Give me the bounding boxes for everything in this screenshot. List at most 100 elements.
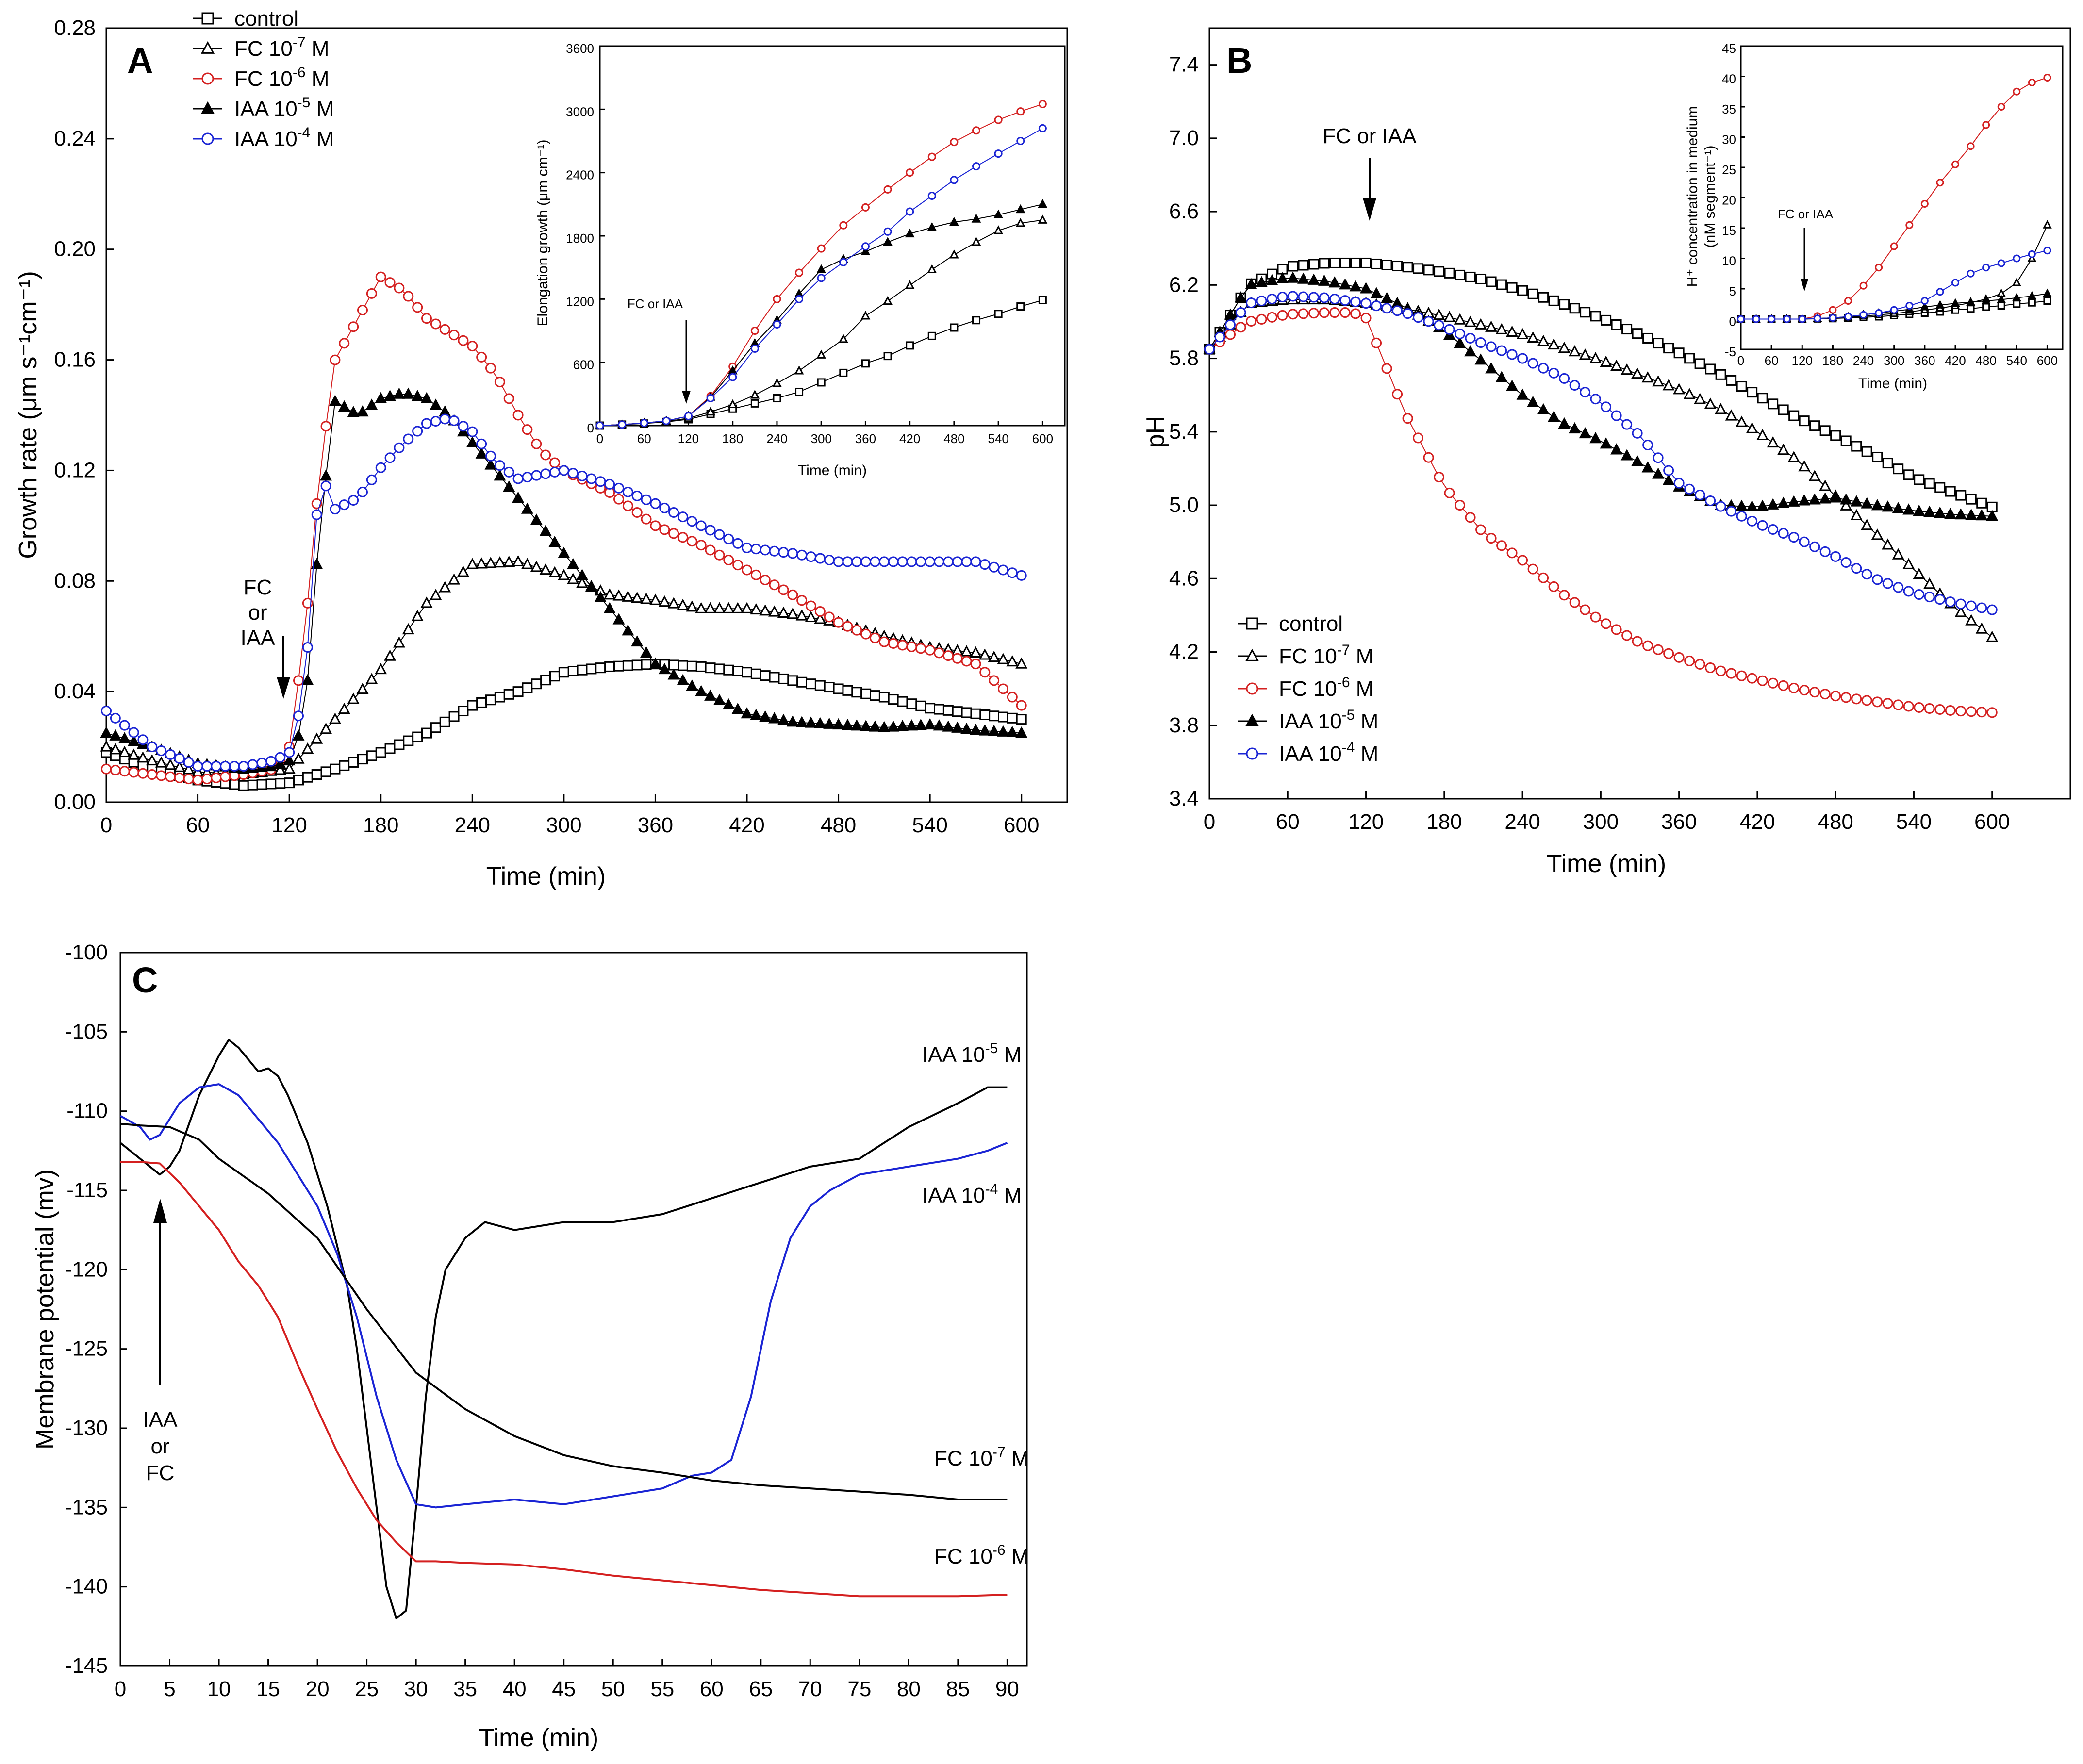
panel-a-point-iaa5 xyxy=(631,635,644,647)
panel-b-point-iaa4 xyxy=(1517,353,1528,364)
panel-b-point-control xyxy=(1319,258,1330,269)
panel-b-point-iaa4 xyxy=(1632,428,1643,439)
panel-a-point-iaa4 xyxy=(522,472,533,483)
panel-b-inset-y-tick-label: 10 xyxy=(1722,254,1736,268)
panel-a-point-iaa5 xyxy=(292,729,305,741)
panel-a-point-control xyxy=(357,754,368,765)
panel-b-point-iaa5 xyxy=(1736,499,1748,511)
panel-b-point-iaa5 xyxy=(1662,474,1675,485)
panel-b-point-iaa5 xyxy=(1934,506,1946,518)
panel-a-point-iaa4 xyxy=(201,760,213,772)
panel-b-point-iaa5 xyxy=(1882,500,1894,512)
panel-b-point-iaa5 xyxy=(1287,271,1299,283)
panel-b-point-fc7 xyxy=(1746,422,1758,433)
panel-a-point-iaa4 xyxy=(439,413,450,425)
panel-a-point-fc7 xyxy=(365,673,378,684)
panel-b-inset-point-iaa4 xyxy=(1783,315,1791,323)
panel-a-point-fc6 xyxy=(998,683,1008,694)
panel-a-point-control xyxy=(458,706,469,717)
panel-b-point-fc7 xyxy=(1756,429,1769,440)
panel-a-point-fc6 xyxy=(961,656,972,667)
panel-a-point-fc6 xyxy=(888,638,899,649)
panel-b-point-fc7 xyxy=(1965,614,1978,626)
panel-b-point-fc6 xyxy=(1986,707,1998,718)
panel-a-point-iaa5 xyxy=(786,715,799,727)
panel-c-y-ticks: -100 -105 -110 -115 -120 -125 -130 -135 -140 -145 xyxy=(65,940,127,1678)
panel-a-point-fc7 xyxy=(128,748,140,760)
panel-a-point-control xyxy=(989,710,1000,722)
panel-b-point-fc7 xyxy=(1986,630,1999,642)
panel-a-point-fc6 xyxy=(448,330,460,341)
panel-b-point-iaa4 xyxy=(1371,300,1382,312)
panel-b-point-iaa5 xyxy=(1986,510,1999,521)
panel-b-point-control xyxy=(1329,257,1340,268)
panel-a-point-fc7 xyxy=(146,754,158,766)
panel-b-point-iaa4 xyxy=(1653,452,1664,463)
panel-a-inset-point-fc7 xyxy=(727,399,738,409)
panel-b-point-control xyxy=(1642,332,1653,344)
panel-a-point-iaa4 xyxy=(888,556,899,567)
panel-a-point-iaa4 xyxy=(915,556,926,567)
panel-a-point-fc7 xyxy=(695,602,708,613)
panel-b-y-tick-label: 6.2 xyxy=(1169,273,1199,297)
panel-a-point-iaa5 xyxy=(118,732,131,743)
panel-a-series xyxy=(100,271,1028,791)
panel-a-point-fc7 xyxy=(603,588,616,600)
panel-a-point-fc6 xyxy=(970,659,981,670)
panel-a-point-fc7 xyxy=(750,603,762,615)
panel-a-x-tick-label: 240 xyxy=(455,813,490,837)
panel-b-point-fc7 xyxy=(1548,338,1560,350)
panel-b-point-fc6 xyxy=(1350,308,1361,319)
panel-b-x-tick-label: 60 xyxy=(1276,810,1300,834)
panel-b-point-iaa4 xyxy=(1893,582,1904,593)
panel-a-legend-marker xyxy=(201,12,214,25)
panel-b-point-fc7 xyxy=(1652,375,1665,387)
panel-b-point-control xyxy=(1872,451,1883,462)
panel-b-x-ticks: 0 60 120 180 240 300 360 420 480 540 600 xyxy=(1204,791,2010,834)
panel-a-inset-point-fc6 xyxy=(839,221,848,230)
panel-a-point-iaa4 xyxy=(1007,567,1018,578)
panel-a-point-control xyxy=(229,779,240,790)
panel-b-point-iaa5 xyxy=(1224,308,1237,320)
panel-a-point-iaa5 xyxy=(924,718,936,730)
panel-a-point-iaa4 xyxy=(705,525,716,536)
panel-a-point-fc7 xyxy=(466,558,479,569)
panel-b-point-iaa4 xyxy=(1204,344,1215,355)
panel-a-legend-label: IAA 10-5 M xyxy=(234,95,334,121)
panel-b-point-iaa5 xyxy=(1923,505,1936,517)
panel-a-point-iaa5 xyxy=(100,726,113,738)
panel-b-point-control xyxy=(1381,259,1392,270)
panel-a-legend-label: IAA 10-4 M xyxy=(234,125,334,151)
panel-a-point-iaa5 xyxy=(603,602,616,613)
panel-b-inset-point-iaa4 xyxy=(1967,269,1975,278)
panel-c-x-tick-label: 20 xyxy=(306,1677,330,1701)
panel-a-inset-point-fc7 xyxy=(750,390,760,399)
panel-a-point-fc7 xyxy=(1006,655,1019,667)
panel-b-point-fc7 xyxy=(1694,393,1706,404)
panel-a-point-iaa5 xyxy=(640,646,653,658)
panel-a-point-control xyxy=(925,703,936,714)
panel-a-point-iaa5 xyxy=(823,717,836,729)
panel-b-point-fc6 xyxy=(1506,547,1518,559)
panel-a-point-iaa4 xyxy=(769,545,780,557)
panel-a-point-iaa4 xyxy=(366,474,377,485)
panel-a-point-fc6 xyxy=(897,640,908,651)
panel-b-point-iaa4 xyxy=(1548,367,1559,379)
panel-c-label: C xyxy=(132,960,158,1000)
panel-a-point-iaa5 xyxy=(530,513,543,525)
panel-b-series-fc6 xyxy=(1204,307,1998,718)
panel-a-point-iaa5 xyxy=(402,387,414,399)
panel-b-y-tick-label: 5.0 xyxy=(1169,493,1199,517)
panel-a-legend: control FC 10-7 M FC 10-6 M IAA 10-5 M IAA 1… xyxy=(193,7,334,151)
panel-b-point-fc6 xyxy=(1267,312,1278,323)
panel-a-inset-x-tick-label: 120 xyxy=(678,431,699,446)
panel-c-plot-area xyxy=(119,952,1028,1667)
panel-a-point-iaa5 xyxy=(850,719,863,731)
panel-a-point-iaa4 xyxy=(604,478,615,490)
panel-b-point-fc6 xyxy=(1778,680,1789,691)
panel-b-point-control xyxy=(1601,314,1612,326)
panel-a-point-fc6 xyxy=(439,324,450,335)
panel-a-point-iaa4 xyxy=(686,516,697,527)
panel-a-point-fc7 xyxy=(329,712,341,724)
panel-b-point-fc6 xyxy=(1966,706,1977,717)
